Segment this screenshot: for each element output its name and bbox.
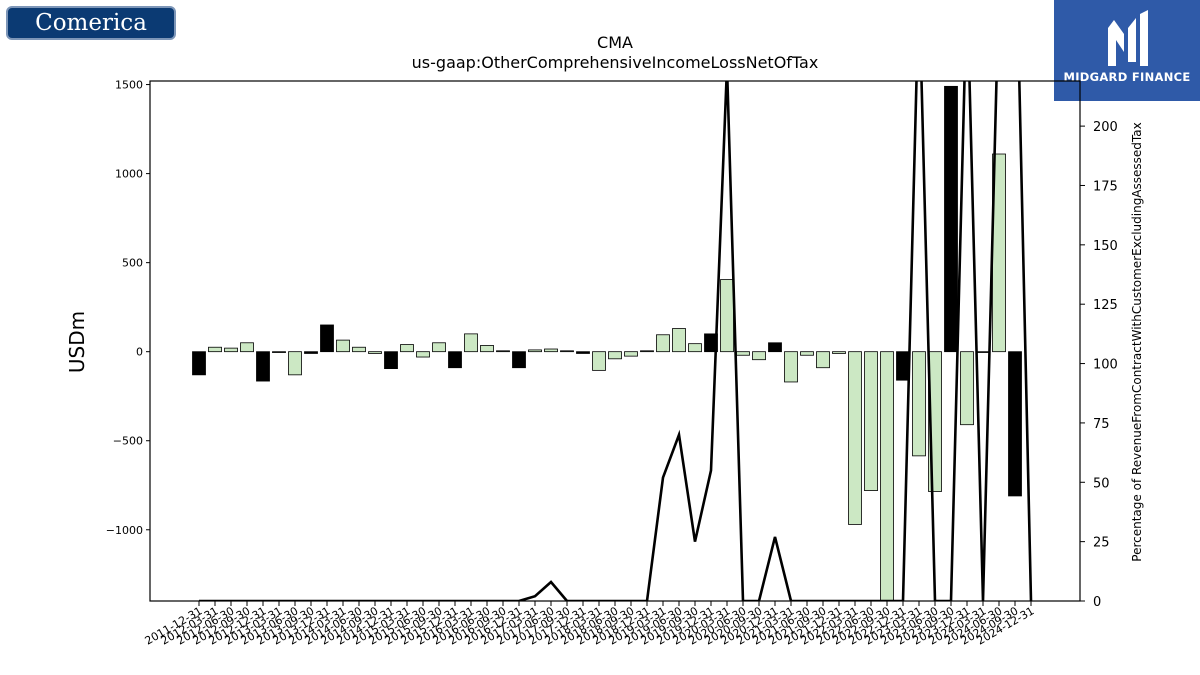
y2-tick-label: 175 [1093,179,1118,194]
bar [320,324,334,353]
bar [608,351,622,360]
bar [368,351,382,354]
bar [912,351,926,457]
bar [752,351,766,361]
bar [560,350,574,353]
bar [816,351,830,369]
bar [864,351,878,491]
y-tick-label: 0 [136,346,143,359]
bar [832,351,846,354]
bar [416,351,430,358]
series-line [199,81,1033,601]
bar [656,334,670,353]
bar [688,343,702,353]
bar [272,351,286,353]
bar [784,351,798,383]
bar [192,351,206,376]
y2-tick-label: 25 [1093,536,1110,551]
chart-subtitle: us-gaap:OtherComprehensiveIncomeLossNetO… [412,53,819,72]
y2-tick-label: 50 [1093,476,1110,491]
y2-tick-label: 150 [1093,239,1118,254]
y2-tick-label: 200 [1093,120,1118,135]
y2-tick-label: 75 [1093,417,1110,432]
bar [352,346,366,353]
bar [384,351,398,370]
bar [960,351,974,426]
bar [464,333,478,353]
y-tick-label: −1000 [106,524,143,537]
y2-tick-label: 125 [1093,298,1118,313]
bar [432,342,446,353]
bar [880,351,894,602]
y-tick-label: 500 [122,257,143,270]
bar [240,342,254,353]
midgard-finance-logo: MIDGARD FINANCE [1054,0,1200,101]
bar [736,351,750,356]
bar [224,347,238,353]
bar [944,85,958,353]
bar [208,346,222,353]
y-tick-label: 1500 [115,79,143,92]
bar [624,351,638,357]
bar [528,349,542,353]
bar [800,351,814,356]
bar [1008,351,1022,497]
axes: −1000 −500 0 500 1000 1500 0 25 50 75 100 125 150 175… [106,79,1118,648]
y2-tick-label: 100 [1093,358,1118,373]
bar [288,351,302,376]
bar [672,328,686,353]
bar [720,279,734,353]
bar [512,351,526,369]
mf-monogram-icon [1108,10,1148,66]
bar [576,351,590,354]
bar [768,342,782,353]
bar [592,351,606,371]
bar [976,351,990,353]
bar [640,350,654,353]
comerica-logo-text: Comerica [35,10,147,36]
chart-title: CMA [597,33,633,52]
line-group [199,81,1033,601]
y-tick-label: 1000 [115,168,143,181]
y2-axis-label: Percentage of RevenueFromContractWithCus… [1130,122,1144,561]
bar [400,344,414,353]
bar [448,351,462,369]
plot-frame [149,80,1081,602]
bar [304,351,318,354]
bar [480,345,494,353]
bar-group [192,85,1022,602]
midgard-finance-wordmark: MIDGARD FINANCE [1063,70,1191,84]
y-tick-label: −500 [113,435,143,448]
bar [496,350,510,353]
bar [848,351,862,525]
bar [704,333,718,353]
bar [256,351,270,382]
bar [336,339,350,353]
y2-tick-label: 0 [1093,595,1101,610]
y-axis-label: USDm [65,311,89,373]
bar [544,348,558,353]
comerica-logo: Comerica [6,6,176,40]
